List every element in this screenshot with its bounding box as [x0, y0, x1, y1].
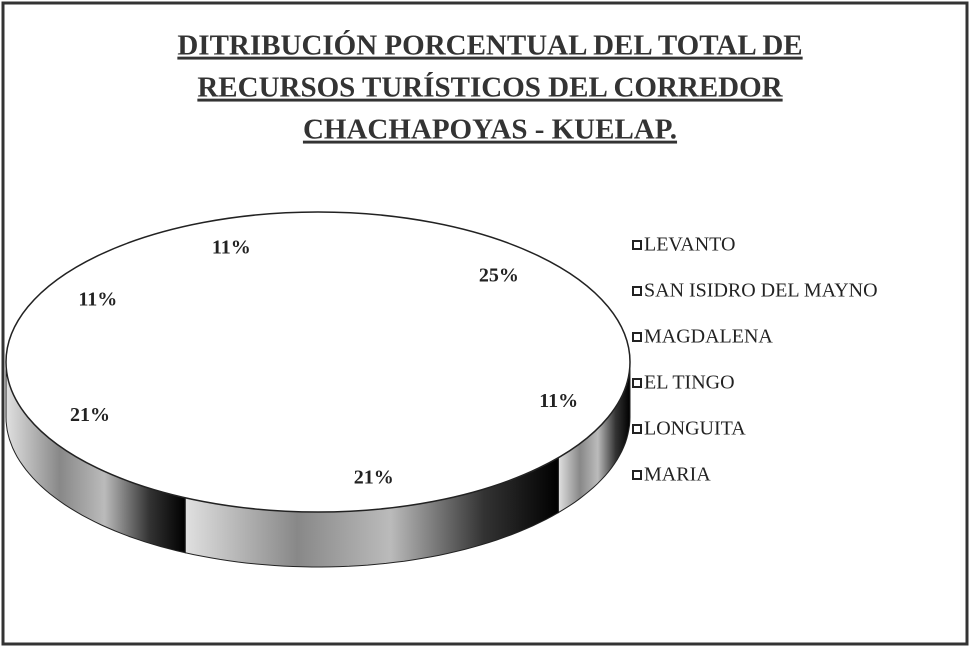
legend-label: MARIA	[644, 464, 711, 486]
data-label: 25%	[479, 265, 519, 287]
chart-title: CHACHAPOYAS - KUELAP.	[303, 114, 677, 146]
chart-title: DITRIBUCIÓN PORCENTUAL DEL TOTAL DE	[177, 29, 802, 62]
legend-swatch	[632, 424, 642, 434]
legend-swatch	[632, 470, 642, 480]
legend-label: SAN ISIDRO DEL MAYNO	[644, 280, 878, 302]
data-label: 21%	[354, 467, 394, 489]
data-label: 21%	[70, 404, 110, 426]
data-label: 11%	[539, 390, 578, 412]
legend-label: LONGUITA	[644, 418, 746, 440]
pie-outline	[5, 211, 631, 513]
legend-swatch	[632, 240, 642, 250]
legend-label: LEVANTO	[644, 234, 735, 256]
legend-swatch	[632, 378, 642, 388]
legend-label: MAGDALENA	[644, 326, 773, 348]
slice	[317, 211, 631, 363]
data-label: 11%	[212, 237, 251, 259]
data-label: 11%	[78, 289, 117, 311]
legend-swatch	[632, 332, 642, 342]
legend-swatch	[632, 286, 642, 296]
legend-label: EL TINGO	[644, 372, 735, 394]
chart-title: RECURSOS TURÍSTICOS DEL CORREDOR	[197, 71, 783, 104]
